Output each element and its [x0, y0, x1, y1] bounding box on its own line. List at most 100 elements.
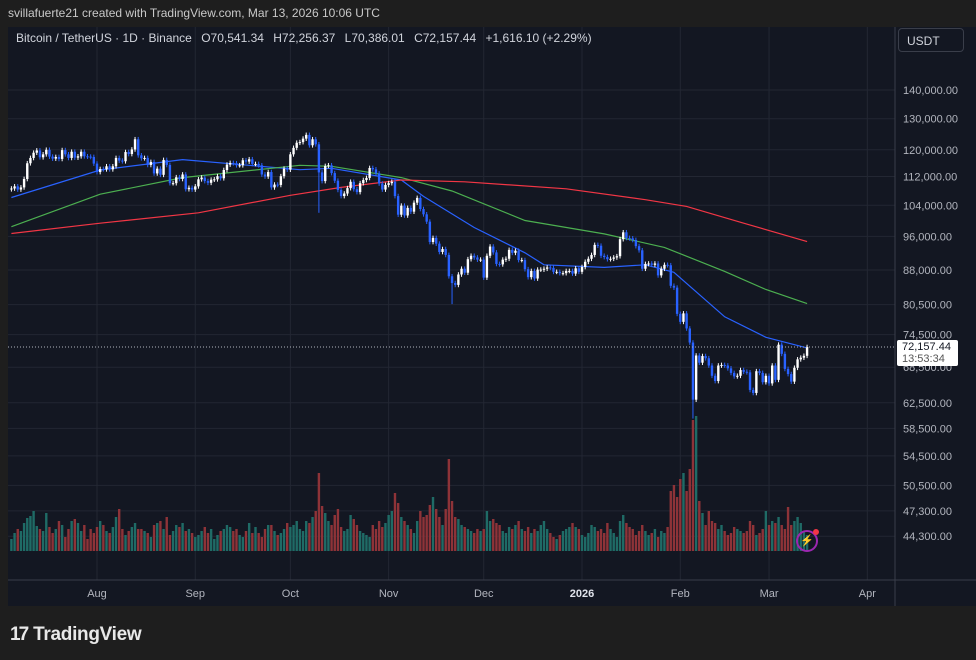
- candle-body: [162, 159, 165, 175]
- volume-bar: [219, 531, 222, 551]
- candle-body: [745, 371, 749, 373]
- volume-bar: [213, 539, 216, 551]
- volume-bar: [67, 529, 70, 551]
- volume-bar: [197, 535, 200, 551]
- volume-bar: [558, 535, 562, 551]
- symbol-name[interactable]: Bitcoin / TetherUS · 1D · Binance: [16, 31, 192, 45]
- volume-bar: [656, 537, 660, 551]
- candle-body: [647, 263, 650, 265]
- volume-bar: [742, 533, 745, 551]
- candle-body: [317, 144, 321, 173]
- volume-bar: [358, 531, 362, 551]
- volume-bar: [412, 533, 416, 551]
- candle-body: [76, 156, 80, 158]
- candle-body: [203, 177, 206, 182]
- candle-body: [171, 183, 175, 185]
- grid: [8, 27, 895, 580]
- volume-bar: [105, 531, 108, 551]
- candle-body: [469, 255, 473, 260]
- candle-body: [536, 269, 539, 279]
- candle-body: [723, 364, 726, 366]
- currency-button[interactable]: USDT: [898, 28, 964, 52]
- volume-bar: [130, 527, 134, 551]
- volume-bar: [371, 525, 374, 551]
- volume-bar: [599, 529, 603, 551]
- time-axis[interactable]: Aug Sep Oct Nov Dec 2026 Feb Mar Apr: [87, 588, 876, 600]
- candle-body: [225, 164, 229, 171]
- candle-body: [105, 166, 108, 170]
- volume-bar: [545, 529, 549, 551]
- volume-bar: [381, 527, 384, 551]
- tradingview-logo-mark: 17: [10, 624, 29, 645]
- volume-bar: [200, 531, 203, 551]
- volume-bar: [235, 529, 238, 551]
- volume-bar: [102, 525, 105, 551]
- candle-body: [98, 168, 102, 173]
- candle-body: [311, 139, 314, 146]
- candle-body: [64, 150, 67, 155]
- volume-bar: [333, 515, 336, 551]
- chart-area[interactable]: [8, 27, 976, 606]
- volume-bar: [549, 533, 552, 551]
- candle-body: [187, 187, 191, 190]
- volume-bar: [463, 527, 466, 551]
- candle-body: [736, 375, 739, 377]
- candle-body: [209, 179, 213, 183]
- lightning-icon[interactable]: ⚡: [796, 529, 819, 552]
- volume-bar: [349, 515, 352, 551]
- volume-bar: [767, 525, 771, 551]
- candle-body: [618, 239, 622, 257]
- volume-bar: [653, 529, 657, 551]
- legend-change: +1,616.10 (+2.29%): [485, 31, 592, 45]
- candle-body: [184, 174, 187, 190]
- candle-body: [606, 257, 609, 260]
- volume-bar: [64, 537, 67, 551]
- candle-body: [200, 177, 203, 180]
- price-tick-label: 62,500.00: [903, 398, 952, 410]
- volume-bar: [121, 529, 124, 551]
- candle-body: [761, 372, 764, 383]
- volume-bar: [419, 511, 422, 551]
- candle-body: [495, 252, 498, 264]
- volume-bar: [723, 531, 726, 551]
- volume-bar: [514, 525, 517, 551]
- price-axis[interactable]: 140,000.00 130,000.00 120,000.00 112,000.00…: [903, 85, 958, 543]
- volume-bar: [48, 527, 51, 551]
- volume-bar: [666, 527, 669, 551]
- volume-bar: [745, 531, 749, 551]
- volume-bar: [393, 493, 397, 551]
- volume-bar: [330, 525, 333, 551]
- candle-body: [599, 245, 603, 256]
- volume-bar: [615, 537, 619, 551]
- candle-body: [387, 183, 390, 185]
- volume-bar: [685, 491, 688, 551]
- candle-body: [466, 259, 470, 273]
- candle-body: [343, 193, 346, 197]
- candle-body: [742, 370, 745, 372]
- volume-bar: [279, 533, 283, 551]
- volume-bar: [492, 519, 495, 551]
- candle-body: [409, 207, 413, 212]
- volume-bar: [454, 517, 457, 551]
- volume-bar: [406, 525, 409, 551]
- candle-body: [682, 313, 685, 322]
- volume-bar: [156, 523, 159, 551]
- candle-body: [552, 267, 555, 272]
- volume-bar: [507, 527, 511, 551]
- candle-body: [492, 246, 495, 253]
- candle-body: [67, 154, 70, 158]
- volume-bar: [178, 527, 181, 551]
- volume-bar: [124, 535, 127, 551]
- candle-body: [504, 258, 508, 260]
- candle-body: [672, 285, 676, 288]
- time-tick-label: Feb: [671, 588, 690, 600]
- volume-bar: [374, 529, 378, 551]
- volume-bar: [783, 529, 787, 551]
- candle-body: [454, 283, 457, 285]
- notification-dot: [813, 529, 819, 535]
- volume-bar: [384, 523, 387, 551]
- volume-bar: [555, 539, 558, 551]
- candle-body: [542, 268, 546, 270]
- volume-bar: [422, 517, 425, 551]
